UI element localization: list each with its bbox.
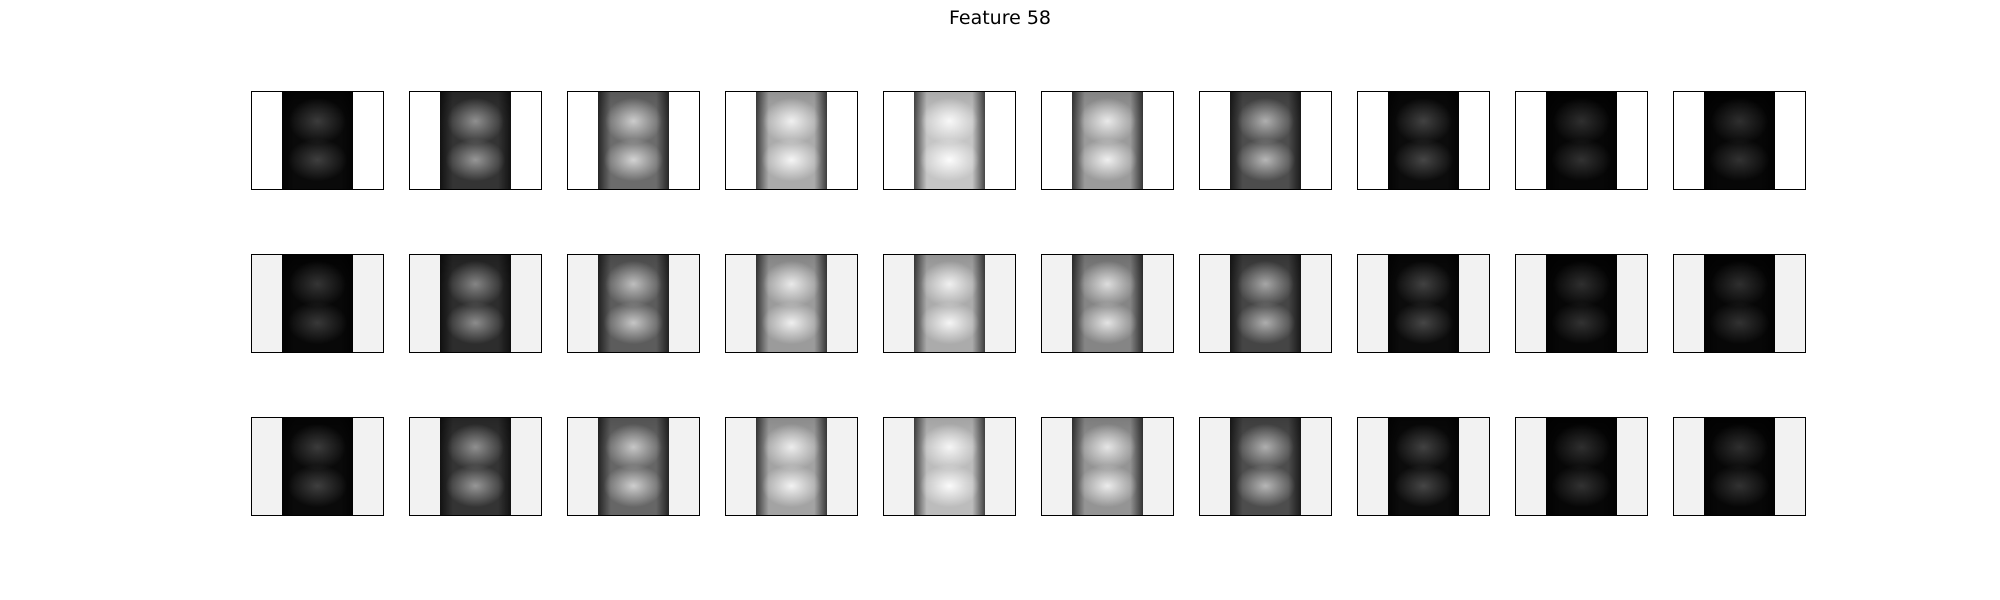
feature-map-thumbnail xyxy=(1199,417,1332,516)
feature-map-image xyxy=(1388,418,1459,515)
feature-map-thumbnail xyxy=(725,417,858,516)
feature-map-image xyxy=(440,418,511,515)
feature-map-thumbnail xyxy=(409,417,542,516)
feature-map-thumbnail xyxy=(1515,417,1648,516)
feature-map-image xyxy=(756,418,827,515)
feature-map-thumbnail xyxy=(567,417,700,516)
feature-map-thumbnail xyxy=(251,417,384,516)
feature-map-image xyxy=(598,418,669,515)
feature-map-thumbnail xyxy=(1673,417,1806,516)
feature-map-thumbnail xyxy=(883,417,1016,516)
feature-map-image xyxy=(914,418,985,515)
feature-map-image xyxy=(1230,418,1301,515)
feature-map-image xyxy=(1546,418,1617,515)
feature-map-image xyxy=(282,418,353,515)
feature-map-thumbnail xyxy=(1041,417,1174,516)
feature-map-thumbnail xyxy=(1357,417,1490,516)
feature-map-image xyxy=(1704,418,1775,515)
feature-map-image xyxy=(1072,418,1143,515)
